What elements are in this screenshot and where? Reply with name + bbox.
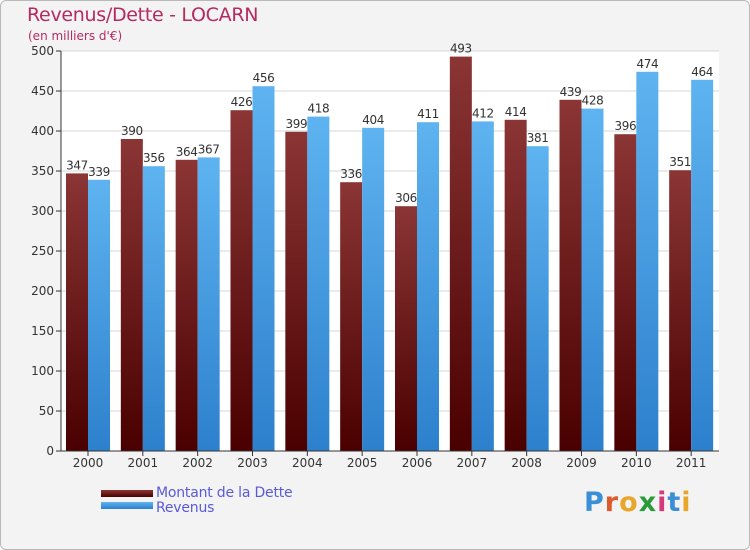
legend-label-revenus: Revenus	[156, 500, 215, 516]
x-tick-label: 2002	[182, 456, 213, 470]
bar-dette	[285, 131, 308, 452]
bar-revenus	[581, 108, 604, 451]
value-label-dette: 414	[505, 105, 527, 119]
value-label-revenus: 412	[472, 106, 494, 120]
value-label-revenus: 356	[143, 151, 165, 165]
bar-dette	[614, 134, 637, 451]
value-label-dette: 364	[176, 145, 198, 159]
bar-revenus	[526, 146, 549, 451]
bar-dette	[449, 56, 472, 451]
bar-revenus	[636, 71, 659, 452]
value-label-dette: 396	[614, 119, 636, 133]
value-label-revenus: 339	[88, 165, 110, 179]
chart-title: Revenus/Dette - LOCARN	[27, 4, 259, 26]
y-tick-label: 200	[31, 284, 54, 298]
bar-revenus	[197, 157, 220, 451]
bar-revenus	[691, 79, 714, 452]
x-tick-label: 2005	[347, 456, 378, 470]
value-label-dette: 426	[231, 95, 253, 109]
x-tick-label: 2003	[237, 456, 268, 470]
y-tick-label: 450	[31, 84, 54, 98]
value-label-revenus: 428	[582, 94, 604, 108]
value-label-revenus: 456	[253, 71, 275, 85]
bar-revenus	[307, 116, 330, 451]
x-tick-label: 2009	[566, 456, 597, 470]
bar-dette	[340, 182, 363, 451]
y-tick-label: 100	[31, 364, 54, 378]
bar-revenus	[362, 127, 385, 452]
bar-revenus	[471, 121, 494, 452]
value-label-dette: 347	[66, 158, 88, 172]
value-label-revenus: 404	[362, 113, 384, 127]
legend-label-dette: Montant de la Dette	[156, 485, 293, 501]
y-tick-label: 150	[31, 324, 54, 338]
value-label-revenus: 418	[307, 102, 329, 116]
logo-letter: r	[604, 487, 620, 518]
value-label-dette: 439	[560, 85, 582, 99]
value-label-dette: 493	[450, 42, 472, 56]
value-label-dette: 399	[285, 117, 307, 131]
logo-letter: t	[667, 487, 682, 518]
bar-dette	[66, 173, 88, 451]
y-tick-label: 300	[31, 204, 54, 218]
bar-dette	[120, 139, 143, 451]
bar-revenus	[417, 122, 439, 451]
y-tick-label: 400	[31, 124, 54, 138]
proxiti-logo: Proxiti	[584, 487, 692, 518]
bar-revenus	[88, 179, 110, 452]
x-tick-label: 2011	[676, 456, 707, 470]
logo-letter: i	[681, 487, 692, 518]
value-label-revenus: 474	[636, 57, 658, 71]
value-label-dette: 390	[121, 124, 143, 138]
bar-dette	[504, 119, 527, 452]
value-label-revenus: 367	[198, 142, 220, 156]
x-tick-label: 2008	[511, 456, 542, 470]
y-tick-label: 0	[46, 444, 54, 458]
x-tick-label: 2006	[402, 456, 433, 470]
legend-swatch-dette	[101, 490, 153, 497]
bar-dette	[559, 99, 582, 452]
bar-revenus	[142, 166, 165, 451]
value-label-dette: 336	[340, 167, 362, 181]
logo-letter: i	[657, 487, 668, 518]
legend-swatch-revenus	[101, 502, 153, 509]
x-tick-label: 2007	[457, 456, 488, 470]
logo-letter: P	[584, 487, 605, 518]
x-tick-label: 2004	[292, 456, 323, 470]
bar-dette	[175, 159, 198, 452]
chart-subtitle: (en milliers d'€)	[28, 29, 123, 43]
bar-dette	[395, 206, 417, 451]
logo-letter: o	[619, 487, 639, 518]
value-label-dette: 351	[669, 155, 691, 169]
logo-letter: x	[638, 487, 658, 518]
y-tick-label: 350	[31, 164, 54, 178]
y-tick-label: 50	[39, 404, 54, 418]
value-label-dette: 306	[395, 191, 417, 205]
x-tick-label: 2000	[73, 456, 104, 470]
y-tick-label: 250	[31, 244, 54, 258]
bar-dette	[230, 110, 253, 451]
y-tick-label: 500	[31, 44, 54, 58]
x-tick-label: 2001	[128, 456, 159, 470]
x-tick-label: 2010	[621, 456, 652, 470]
value-label-revenus: 411	[417, 107, 439, 121]
value-label-revenus: 381	[527, 131, 549, 145]
bar-dette	[669, 170, 692, 451]
bar-revenus	[252, 86, 275, 451]
value-label-revenus: 464	[691, 65, 713, 79]
